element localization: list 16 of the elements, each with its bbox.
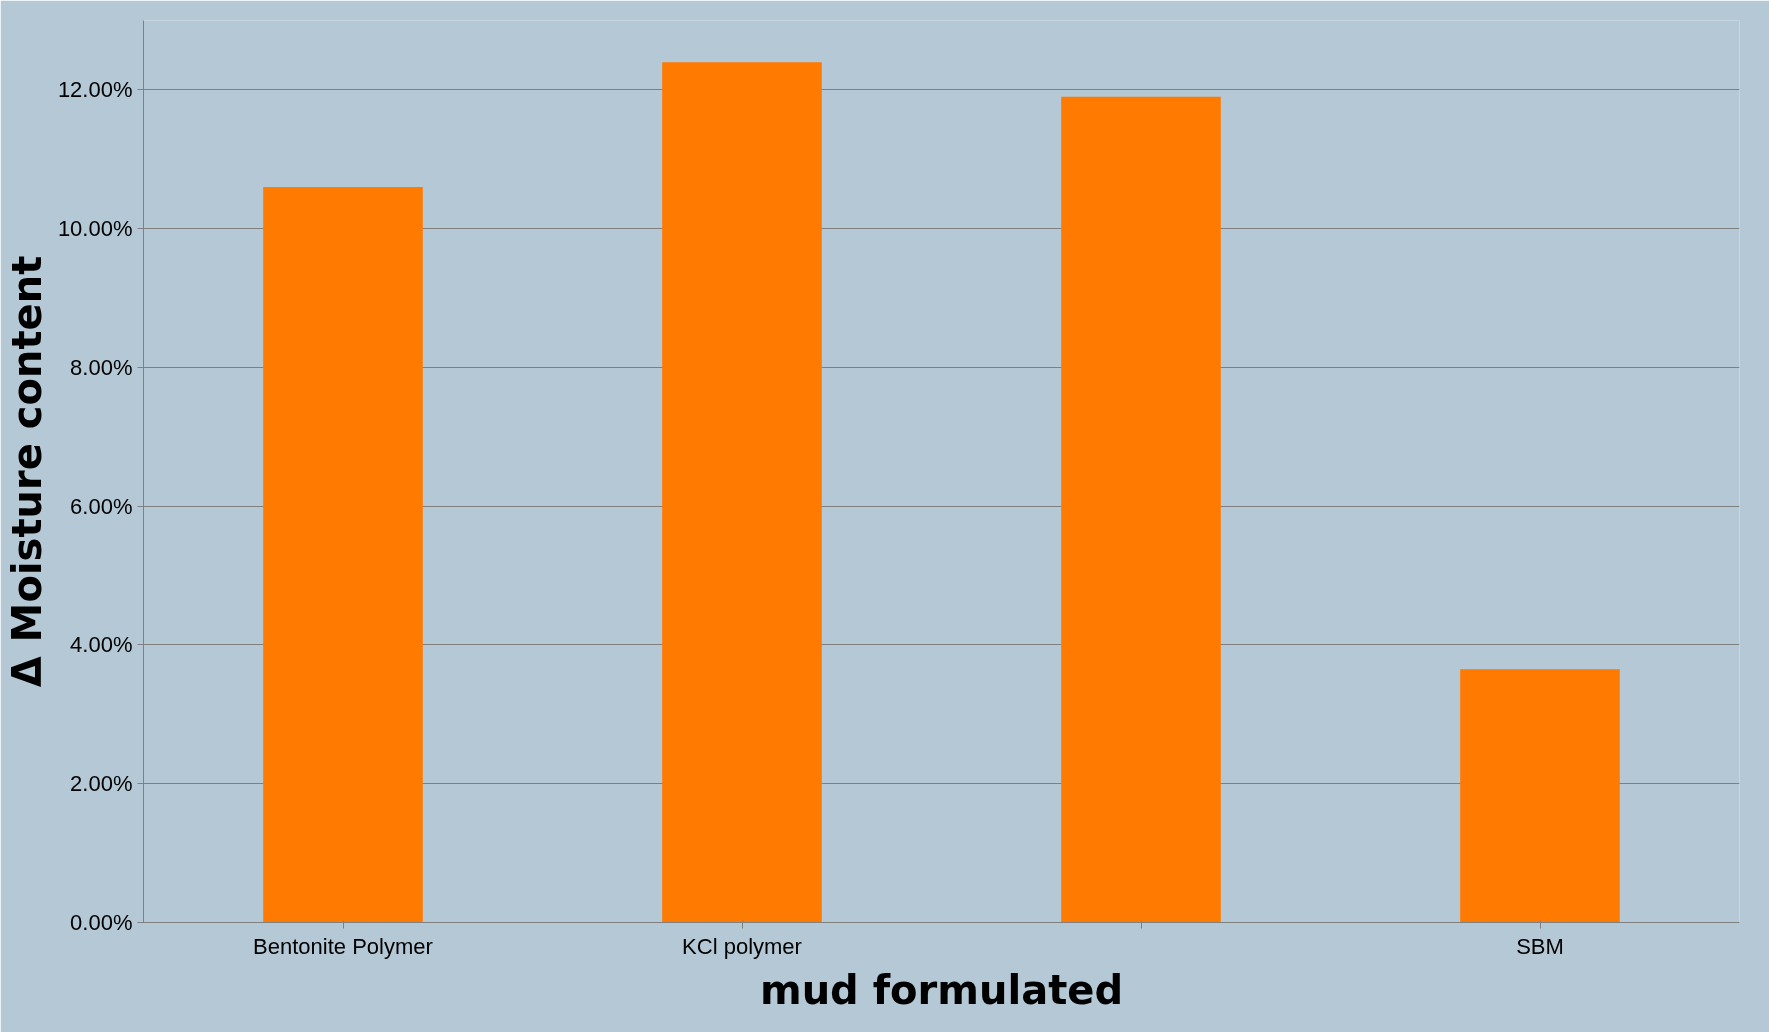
- bar: [1061, 96, 1221, 923]
- y-tick-label: 10.00%: [57, 216, 133, 242]
- bar: [263, 187, 423, 923]
- x-tick-label: KCl polymer: [682, 933, 802, 959]
- bar: [662, 62, 822, 923]
- bar: [1460, 669, 1620, 923]
- y-tick-label: 4.00%: [70, 632, 133, 658]
- x-tick-label: SBM: [1516, 933, 1564, 959]
- x-tick-label: Bentonite Polymer: [253, 933, 433, 959]
- y-tick-label: 8.00%: [70, 354, 133, 380]
- y-axis-title: Δ Moisture content: [3, 255, 50, 688]
- y-tick-label: 6.00%: [70, 493, 133, 519]
- y-tick-label: 12.00%: [57, 77, 133, 103]
- x-axis-title: mud formulated: [759, 966, 1124, 1013]
- y-tick-label: 0.00%: [70, 910, 133, 935]
- y-tick-label: 2.00%: [70, 771, 133, 797]
